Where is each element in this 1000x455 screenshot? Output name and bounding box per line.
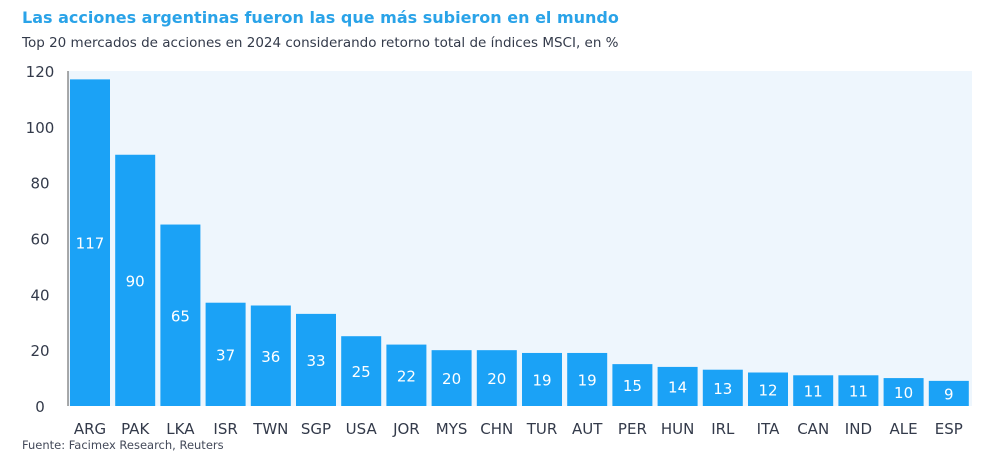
x-tick-label: ITA — [757, 420, 780, 438]
x-tick-label: JOR — [392, 420, 420, 438]
bar-per — [612, 364, 653, 406]
y-tick-label: 40 — [30, 286, 49, 304]
chart-source: Fuente: Facimex Research, Reuters — [22, 438, 224, 452]
bar-hun — [657, 366, 698, 406]
y-tick-label: 120 — [26, 63, 55, 81]
bar-esp — [928, 380, 969, 406]
x-tick-label: ESP — [935, 420, 963, 438]
bar-usa — [341, 336, 382, 406]
x-tick-label: AUT — [572, 420, 603, 438]
bar-ale — [883, 378, 924, 406]
chart-subtitle: Top 20 mercados de acciones en 2024 cons… — [22, 35, 619, 51]
x-tick-label: SGP — [301, 420, 331, 438]
x-tick-label: IND — [845, 420, 872, 438]
x-tick-label: USA — [346, 420, 378, 438]
data-label: 15 — [623, 377, 642, 395]
x-tick-label: CHN — [480, 420, 513, 438]
y-tick-label: 80 — [30, 175, 49, 193]
y-tick-label: 60 — [30, 231, 49, 249]
x-tick-label: IRL — [711, 420, 735, 438]
data-label: 19 — [532, 371, 551, 389]
bar-ind — [838, 375, 879, 406]
data-label: 33 — [306, 352, 325, 370]
data-label: 9 — [944, 385, 954, 403]
x-tick-label: ISR — [213, 420, 237, 438]
bar-sgp — [296, 313, 336, 406]
y-tick-label: 0 — [35, 398, 45, 416]
data-label: 12 — [758, 381, 777, 399]
bar-lka — [160, 224, 201, 406]
data-label: 19 — [578, 371, 597, 389]
x-tick-label: PER — [618, 420, 647, 438]
x-tick-label: TUR — [526, 420, 558, 438]
data-label: 65 — [171, 307, 190, 325]
data-label: 11 — [804, 383, 823, 401]
bar-pak — [115, 154, 156, 406]
bar-can — [793, 375, 834, 406]
y-tick-label: 20 — [30, 342, 49, 360]
data-label: 13 — [713, 380, 732, 398]
bar-mys — [431, 350, 472, 406]
data-label: 22 — [397, 367, 416, 385]
bar-chn — [476, 350, 517, 406]
x-tick-label: CAN — [797, 420, 829, 438]
bar-twn — [250, 305, 291, 406]
x-tick-label: HUN — [661, 420, 694, 438]
data-label: 20 — [442, 370, 461, 388]
data-label: 20 — [487, 370, 506, 388]
bar-isr — [205, 302, 246, 406]
x-tick-label: TWN — [252, 420, 288, 438]
bar-jor — [386, 344, 427, 406]
data-label: 25 — [352, 363, 371, 381]
data-label: 117 — [76, 235, 105, 253]
x-tick-label: MYS — [436, 420, 468, 438]
x-tick-label: ALE — [890, 420, 918, 438]
bar-arg — [70, 79, 110, 406]
x-tick-label: PAK — [121, 420, 150, 438]
data-label: 37 — [216, 346, 235, 364]
bar-tur — [522, 352, 562, 406]
bar-irl — [702, 369, 743, 406]
plot-area — [68, 71, 972, 406]
x-tick-label: ARG — [74, 420, 106, 438]
bar-aut — [567, 352, 608, 406]
data-label: 11 — [849, 383, 868, 401]
data-label: 36 — [261, 348, 280, 366]
data-label: 10 — [894, 384, 913, 402]
data-label: 90 — [126, 272, 145, 290]
y-tick-label: 100 — [26, 119, 55, 137]
bar-ita — [748, 372, 788, 406]
x-tick-label: LKA — [166, 420, 195, 438]
chart-title: Las acciones argentinas fueron las que m… — [22, 8, 619, 27]
data-label: 14 — [668, 378, 687, 396]
